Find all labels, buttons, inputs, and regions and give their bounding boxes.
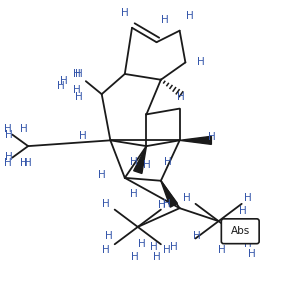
- Text: H: H: [197, 58, 205, 67]
- Polygon shape: [134, 146, 146, 173]
- Text: H: H: [60, 76, 68, 86]
- Polygon shape: [180, 136, 211, 145]
- Text: H: H: [183, 193, 191, 203]
- Text: H: H: [239, 206, 247, 216]
- Text: H: H: [208, 132, 215, 142]
- Text: H: H: [131, 252, 139, 262]
- Text: H: H: [130, 157, 137, 167]
- Text: H: H: [138, 239, 146, 249]
- Text: H: H: [6, 152, 13, 162]
- Text: H: H: [4, 124, 12, 134]
- Text: H: H: [158, 200, 166, 210]
- FancyBboxPatch shape: [221, 219, 259, 244]
- Text: H: H: [244, 239, 251, 249]
- Text: H: H: [218, 245, 225, 255]
- Text: H: H: [161, 15, 169, 25]
- Text: H: H: [150, 242, 157, 252]
- Text: H: H: [163, 245, 171, 255]
- Text: H: H: [105, 231, 113, 240]
- Text: H: H: [20, 124, 28, 134]
- Text: H: H: [73, 85, 81, 95]
- Text: H: H: [20, 158, 28, 168]
- Text: H: H: [164, 157, 172, 167]
- Text: H: H: [236, 229, 244, 239]
- Text: H: H: [244, 193, 251, 203]
- Text: H: H: [102, 199, 110, 209]
- Text: H: H: [170, 242, 178, 252]
- Text: H: H: [75, 92, 82, 102]
- Text: H: H: [143, 160, 150, 170]
- Text: H: H: [248, 249, 256, 259]
- Text: Abs: Abs: [231, 226, 250, 236]
- Text: H: H: [75, 69, 82, 79]
- Text: H: H: [4, 158, 12, 168]
- Text: H: H: [153, 252, 160, 262]
- Text: H: H: [24, 158, 32, 167]
- Text: H: H: [57, 80, 65, 91]
- Text: H: H: [73, 69, 81, 79]
- Text: H: H: [193, 231, 201, 240]
- Text: H: H: [98, 170, 106, 180]
- Text: H: H: [130, 189, 137, 199]
- Text: H: H: [163, 199, 171, 209]
- Polygon shape: [161, 181, 177, 207]
- Text: H: H: [177, 92, 185, 102]
- Text: H: H: [79, 131, 87, 141]
- Text: H: H: [121, 8, 129, 18]
- Text: H: H: [6, 130, 13, 140]
- Text: H: H: [102, 245, 110, 255]
- Text: H: H: [186, 11, 194, 21]
